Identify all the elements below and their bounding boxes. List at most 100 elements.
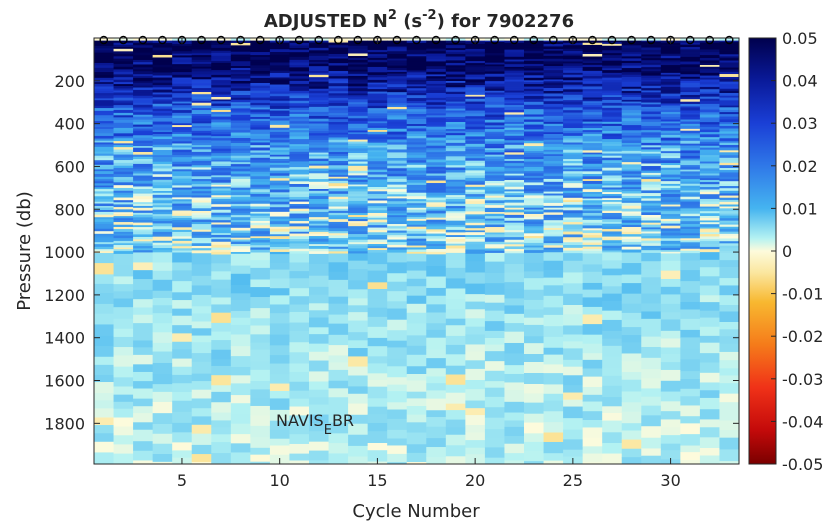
heatmap-cell [152,113,173,117]
heatmap-cell [191,159,212,162]
heatmap-cell [484,83,505,87]
heatmap-cell [113,426,134,436]
heatmap-cell [602,338,623,347]
heatmap-cell [367,136,388,140]
heatmap-cell [504,373,525,383]
heatmap-cell [133,168,154,172]
heatmap-cell [582,253,603,265]
heatmap-cell [348,143,369,147]
heatmap-cell [465,272,486,285]
heatmap-cell [699,236,720,240]
heatmap-cell [426,71,447,75]
heatmap-cell [719,383,740,395]
heatmap-cell [191,100,212,104]
heatmap-cell [426,76,447,79]
y-tick-label: 1800 [44,414,85,433]
heatmap-cell [719,135,740,139]
heatmap-cell [426,188,447,191]
heatmap-cell [465,118,486,122]
heatmap-cell [602,50,623,54]
heatmap-cell [250,112,271,115]
heatmap-cell [641,212,662,216]
heatmap-cell [152,188,173,192]
heatmap-cell [582,244,603,248]
heatmap-cell [484,273,505,284]
heatmap-cell [406,116,427,120]
surface-marker [138,35,148,45]
heatmap-cell [582,76,603,79]
heatmap-cell [719,195,740,199]
heatmap-cell [582,99,603,102]
heatmap-cell [602,170,623,174]
heatmap-cell [602,87,623,92]
heatmap-cell [563,163,584,166]
heatmap-cell [269,445,290,456]
heatmap-cell [563,341,584,349]
heatmap-cell [269,199,290,203]
heatmap-cell [426,208,447,212]
heatmap-cell [543,364,564,374]
heatmap-cell [406,286,427,297]
heatmap-cell [426,173,447,177]
heatmap-cell [250,184,271,188]
heatmap-cell [191,162,212,166]
heatmap-cell [406,124,427,127]
heatmap-cell [719,351,740,361]
heatmap-cell [269,98,290,102]
heatmap-cell [191,94,212,98]
heatmap-cell [387,94,408,99]
heatmap-cell [621,335,642,343]
heatmap-cell [94,58,114,62]
heatmap-cell [465,216,486,220]
heatmap-cell [445,188,466,191]
heatmap-cell [211,99,232,102]
heatmap-cell [699,191,720,195]
heatmap-cell [133,246,154,249]
heatmap-cell [250,176,271,180]
heatmap-cell [152,323,173,333]
heatmap-cell [641,147,662,150]
heatmap-cell [504,412,525,421]
heatmap-cell [699,437,720,449]
heatmap-cell [113,229,134,233]
heatmap-cell [387,308,408,321]
heatmap-cell [387,119,408,122]
heatmap-cell [309,230,329,233]
heatmap-cell [719,226,740,230]
heatmap-cell [250,162,271,166]
heatmap-cell [211,157,232,161]
heatmap-cell [699,126,720,131]
heatmap-cell [484,180,505,184]
heatmap-cell [328,149,349,153]
heatmap-cell [621,241,642,246]
heatmap-cell [602,229,623,232]
heatmap-cell [602,97,623,101]
heatmap-cell [660,251,681,254]
heatmap-cell [113,122,134,126]
heatmap-cell [719,204,740,207]
heatmap-cell [94,292,114,305]
heatmap-cell [328,201,349,206]
heatmap-cell [289,322,310,332]
heatmap-cell [133,146,154,149]
heatmap-cell [230,117,251,121]
heatmap-cell [426,217,447,221]
heatmap-cell [328,178,349,182]
heatmap-cell [289,161,310,165]
heatmap-cell [152,234,173,238]
heatmap-cell [94,183,114,186]
heatmap-cell [699,119,720,123]
heatmap-cell [152,130,173,133]
heatmap-cell [172,213,193,217]
heatmap-cell [289,243,310,247]
heatmap-cell [289,42,310,46]
heatmap-cell [602,105,623,109]
heatmap-cell [367,62,388,65]
heatmap-cell [660,196,681,201]
heatmap-cell [563,154,584,157]
heatmap-cell [113,167,134,171]
heatmap-cell [484,310,505,322]
heatmap-cell [543,48,564,52]
heatmap-cell [309,264,329,277]
